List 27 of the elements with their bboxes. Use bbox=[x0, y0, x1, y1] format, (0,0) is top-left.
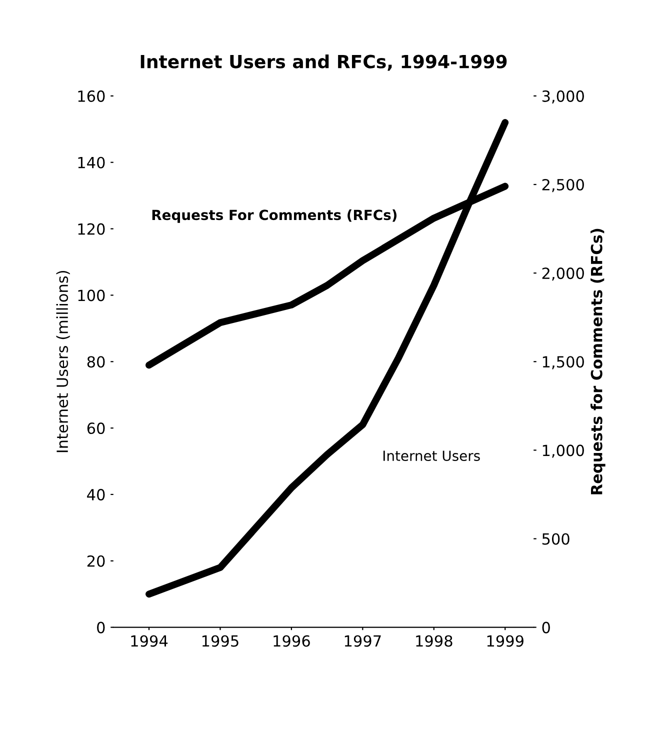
y-tick-label: 20 bbox=[87, 555, 105, 567]
y-tick-label: 140 bbox=[78, 156, 105, 168]
y-tick-label: 0 bbox=[97, 622, 105, 634]
y2-tick-label: 1,000 bbox=[542, 444, 584, 458]
x-tick-label: 1999 bbox=[487, 635, 524, 647]
x-tick-label: 1996 bbox=[274, 635, 310, 647]
y-tick-label: 120 bbox=[78, 223, 105, 235]
y-tick-label: 60 bbox=[87, 422, 105, 434]
x-tick-label: 1998 bbox=[416, 635, 452, 647]
y-tick-label: 40 bbox=[87, 488, 105, 500]
chart-title: Internet Users and RFCs, 1994-1999 bbox=[140, 54, 507, 71]
y2-tick-label: 2,500 bbox=[542, 178, 584, 192]
y-tick-label: 160 bbox=[78, 90, 105, 102]
series-label: Requests For Comments (RFCs) bbox=[152, 209, 397, 223]
y2-tick-label: 3,000 bbox=[542, 90, 584, 104]
y2-tick-label: 500 bbox=[542, 533, 570, 545]
y2-tick-label: 1,500 bbox=[542, 356, 584, 370]
x-tick-label: 1997 bbox=[344, 635, 381, 647]
y2-axis-title: Requests for Comments (RFCs) bbox=[590, 228, 606, 494]
y-axis-title: Internet Users (millions) bbox=[56, 270, 70, 452]
x-tick-label: 1994 bbox=[131, 635, 168, 647]
y2-tick-label: 2,000 bbox=[542, 268, 584, 281]
y-tick-label: 100 bbox=[78, 290, 105, 302]
y-tick-label: 80 bbox=[87, 356, 105, 368]
x-tick-label: 1995 bbox=[202, 635, 238, 647]
y2-tick-label: 0 bbox=[542, 622, 550, 634]
text: Internet Users bbox=[383, 450, 480, 462]
